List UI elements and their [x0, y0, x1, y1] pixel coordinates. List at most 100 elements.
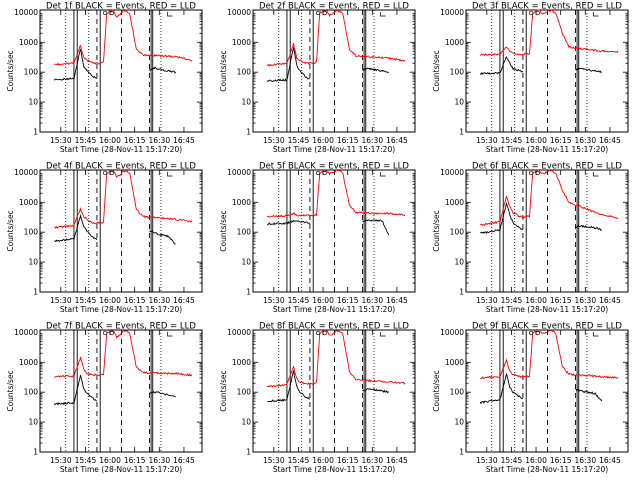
x-tick-label: 16:45 — [386, 136, 408, 145]
y-tick-label: 100 — [237, 68, 252, 77]
x-tick-label: 16:30 — [574, 136, 596, 145]
x-tick-label: 16:15 — [337, 456, 359, 465]
y-tick-label: 1000 — [232, 198, 251, 207]
y-axis-label: Counts/sec — [432, 50, 441, 91]
y-tick-label: 1 — [33, 448, 38, 457]
y-tick-label: 1000 — [232, 38, 251, 47]
x-tick-label: 16:45 — [173, 456, 195, 465]
y-tick-label: 10000 — [227, 168, 251, 177]
x-axis-label: Start Time (28-Nov-11 15:17:20) — [60, 465, 182, 474]
y-tick-label: 10000 — [440, 328, 464, 337]
detector-panel-7: Det 7f BLACK = Events, RED = LLD 1 10 100 10… — [6, 322, 203, 474]
y-tick-label: 1 — [246, 288, 251, 297]
plot-frame — [252, 9, 416, 133]
y-axis-label: Counts/sec — [219, 210, 228, 251]
lld-series-line — [480, 169, 619, 227]
x-tick-label: 15:30 — [263, 136, 285, 145]
y-tick-label: 10 — [454, 258, 464, 267]
x-tick-label: 15:45 — [501, 136, 523, 145]
x-axis-label: Start Time (28-Nov-11 15:17:20) — [273, 305, 395, 314]
x-axis-label: Start Time (28-Nov-11 15:17:20) — [273, 145, 395, 154]
lld-series-line — [54, 329, 193, 378]
x-tick-label: 16:00 — [312, 296, 334, 305]
annotation-step — [380, 12, 386, 17]
y-tick-label: 100 — [24, 388, 39, 397]
y-tick-label: 100 — [450, 388, 465, 397]
y-tick-label: 10000 — [440, 8, 464, 17]
x-tick-label: 15:45 — [75, 296, 97, 305]
annotation-circle — [102, 330, 108, 336]
events-series-line — [267, 370, 311, 403]
detector-panel-9: Det 9f BLACK = Events, RED = LLD 1 10 100 10… — [432, 322, 629, 474]
panel-title: Det 8f BLACK = Events, RED = LLD — [259, 322, 409, 332]
y-tick-label: 10000 — [227, 8, 251, 17]
x-tick-label: 16:00 — [525, 456, 547, 465]
y-tick-label: 1000 — [445, 38, 464, 47]
plot-frame — [39, 329, 203, 453]
y-tick-label: 10 — [28, 98, 38, 107]
detector-panel-1: Det 1f BLACK = Events, RED = LLD 1 10 100 10… — [6, 2, 203, 154]
x-tick-label: 15:45 — [288, 136, 310, 145]
annotation-circle — [322, 170, 327, 176]
y-tick-label: 1000 — [445, 198, 464, 207]
events-series-line — [362, 219, 390, 236]
annotation-step — [380, 172, 386, 177]
detector-panel-6: Det 6f BLACK = Events, RED = LLD 1 10 100 10… — [432, 162, 629, 314]
events-series-line — [575, 224, 602, 232]
y-axis-label: Counts/sec — [219, 50, 228, 91]
y-tick-label: 10 — [241, 418, 251, 427]
panel-title: Det 6f BLACK = Events, RED = LLD — [472, 162, 622, 172]
y-tick-label: 10000 — [440, 168, 464, 177]
x-tick-label: 16:45 — [386, 296, 408, 305]
events-series-line — [53, 375, 98, 406]
x-tick-label: 16:00 — [99, 456, 121, 465]
events-series-line — [267, 219, 311, 226]
x-tick-label: 16:45 — [173, 296, 195, 305]
x-tick-label: 16:00 — [312, 456, 334, 465]
plot-frame — [252, 169, 416, 293]
x-tick-label: 16:45 — [173, 136, 195, 145]
y-tick-label: 1 — [246, 448, 251, 457]
y-tick-label: 10 — [241, 258, 251, 267]
y-axis-label: Counts/sec — [6, 210, 15, 251]
panel-title: Det 3f BLACK = Events, RED = LLD — [472, 2, 622, 12]
x-tick-label: 15:45 — [75, 456, 97, 465]
x-axis-label: Start Time (28-Nov-11 15:17:20) — [273, 465, 395, 474]
annotation-circle — [535, 10, 540, 16]
x-tick-label: 15:45 — [288, 456, 310, 465]
x-tick-label: 15:45 — [288, 296, 310, 305]
y-tick-label: 10 — [28, 418, 38, 427]
x-tick-label: 15:45 — [501, 296, 523, 305]
annotation-circle — [315, 10, 321, 16]
y-tick-label: 10 — [241, 98, 251, 107]
detector-panel-4: Det 4f BLACK = Events, RED = LLD 1 10 100 10… — [6, 162, 203, 314]
y-axis-label: Counts/sec — [6, 50, 15, 91]
lld-series-line — [54, 169, 193, 230]
y-tick-label: 100 — [24, 228, 39, 237]
x-tick-label: 16:45 — [599, 456, 621, 465]
annotation-circle — [528, 10, 534, 16]
events-series-line — [575, 388, 603, 402]
y-tick-label: 1 — [459, 448, 464, 457]
y-tick-label: 1000 — [445, 358, 464, 367]
y-tick-label: 1 — [246, 128, 251, 137]
y-tick-label: 10 — [454, 98, 464, 107]
y-tick-label: 100 — [450, 228, 465, 237]
y-tick-label: 10000 — [14, 168, 38, 177]
x-tick-label: 16:00 — [99, 136, 121, 145]
lld-series-line — [479, 9, 619, 57]
x-tick-label: 16:00 — [525, 136, 547, 145]
x-tick-label: 16:45 — [599, 136, 621, 145]
y-tick-label: 1 — [459, 288, 464, 297]
x-tick-label: 15:30 — [263, 296, 285, 305]
annotation-step — [167, 12, 173, 17]
y-tick-label: 100 — [24, 68, 39, 77]
y-tick-label: 1000 — [19, 358, 38, 367]
y-tick-label: 10 — [454, 418, 464, 427]
x-tick-label: 15:30 — [476, 456, 498, 465]
y-tick-label: 1 — [33, 128, 38, 137]
x-tick-label: 15:30 — [476, 296, 498, 305]
y-tick-label: 1 — [459, 128, 464, 137]
annotation-circle — [315, 330, 321, 336]
